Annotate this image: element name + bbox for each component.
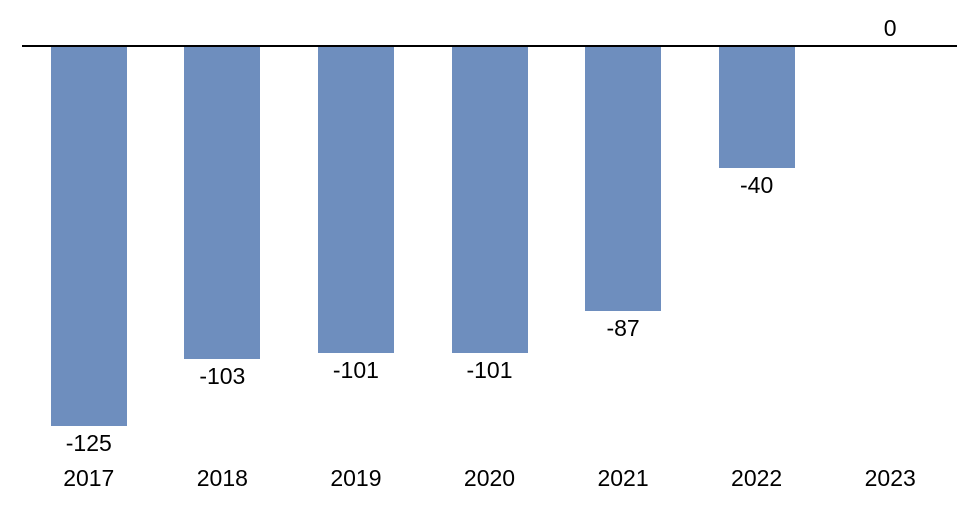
category-label-2019: 2019 [330,465,382,491]
category-label-2017: 2017 [63,465,115,491]
category-label-2021: 2021 [597,465,649,491]
bar-2022 [718,47,795,168]
category-label-2023: 2023 [864,465,916,491]
value-label-2018: -103 [199,363,246,389]
value-label-2022: -40 [740,172,774,198]
bar-2020 [451,47,528,353]
value-label-2017: -125 [65,430,112,456]
x-axis-line [22,45,957,47]
value-label-2021: -87 [606,315,640,341]
value-label-2019: -101 [332,357,379,383]
bar-2018 [184,47,261,359]
category-label-2022: 2022 [731,465,783,491]
bar-2017 [50,47,127,426]
bar-2021 [585,47,662,311]
value-label-2020: -101 [466,357,513,383]
value-label-2023: 0 [883,15,897,41]
category-label-2020: 2020 [463,465,516,491]
bar-2019 [317,47,394,353]
category-label-2018: 2018 [196,465,248,491]
